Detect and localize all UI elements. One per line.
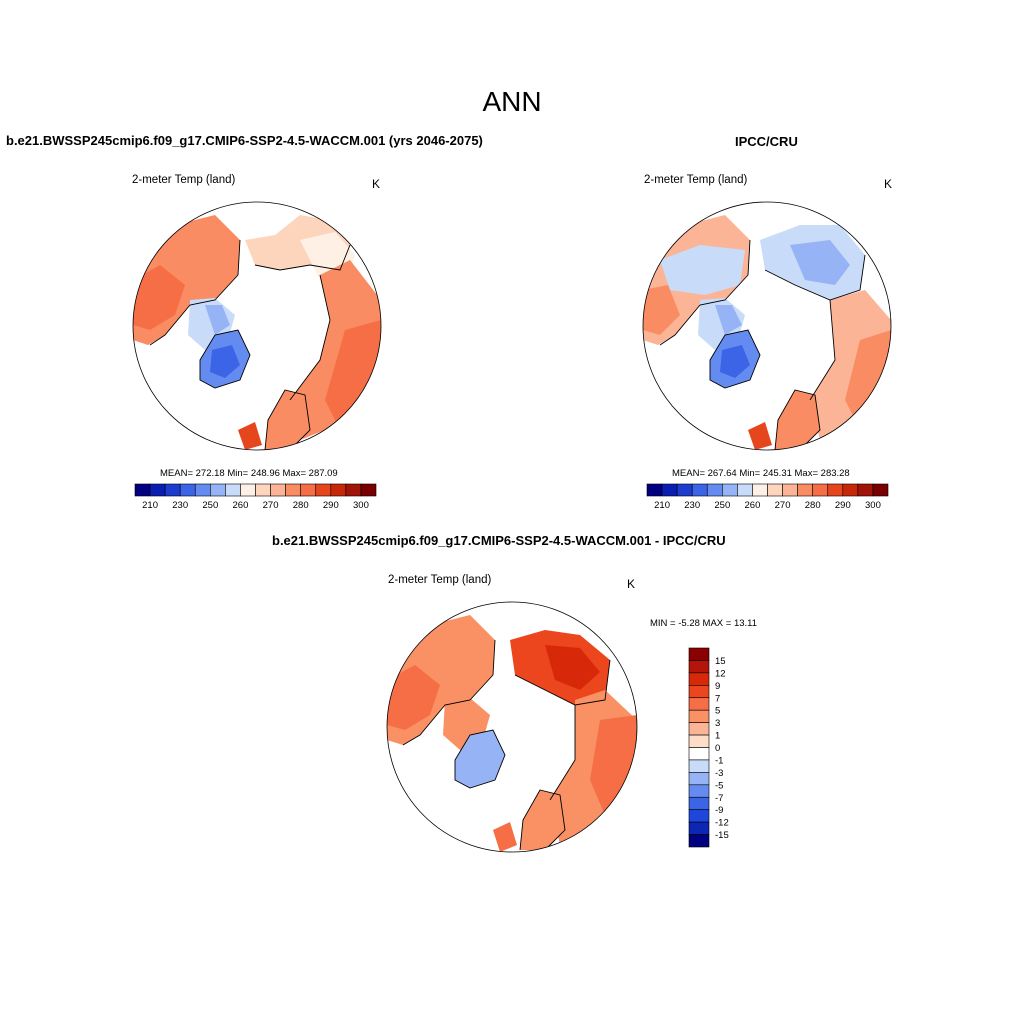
colorbar-1-swatch	[210, 483, 226, 497]
colorbar-1-tick-label: 210	[142, 500, 158, 511]
colorbar-3-tick-label: -1	[715, 755, 723, 766]
colorbar-2-swatch	[797, 483, 813, 497]
colorbar-2-tick-label: 300	[865, 500, 881, 511]
colorbar-1-swatch	[315, 483, 332, 497]
colorbar-3-swatch	[688, 647, 710, 661]
colorbar-3-swatch	[688, 809, 710, 823]
panel-2-stats: MEAN= 267.64 Min= 245.31 Max= 283.28	[672, 468, 850, 479]
colorbar-3-swatch	[688, 697, 710, 711]
colorbar-3-swatch	[688, 759, 710, 773]
colorbar-2-swatch	[661, 483, 678, 497]
colorbar-1-swatch	[360, 483, 377, 497]
colorbar-3-tick-label: -3	[715, 768, 723, 779]
colorbar-2-swatch	[842, 483, 859, 497]
colorbar-1-swatch	[330, 483, 347, 497]
colorbar-1-swatch	[270, 483, 286, 497]
panel-1-units: K	[372, 177, 381, 191]
colorbar-1-swatch	[164, 483, 181, 497]
colorbar-3-tick-label: -12	[715, 818, 729, 829]
panel-2-title: IPCC/CRU	[735, 134, 798, 149]
colorbar-3-swatch	[688, 784, 710, 798]
colorbar-2-swatch	[752, 483, 768, 497]
colorbar-3-tick-label: 15	[715, 656, 726, 667]
colorbar-1-swatch	[225, 483, 241, 497]
panel-2-variable: 2-meter Temp (land)	[644, 174, 748, 186]
colorbar-1-swatch	[194, 483, 211, 497]
colorbar-3-tick-label: -15	[715, 830, 729, 841]
colorbar-3-swatch	[688, 672, 710, 686]
panel-3-units: K	[627, 577, 636, 591]
colorbar-3-tick-label: 5	[715, 706, 720, 717]
colorbar-3-swatch	[688, 660, 710, 674]
colorbar-3-swatch	[688, 722, 710, 736]
panel-2-units: K	[884, 177, 893, 191]
figure-title: ANN	[482, 86, 542, 117]
colorbar-3-swatch	[688, 834, 710, 848]
panel-1-variable: 2-meter Temp (land)	[132, 174, 236, 186]
colorbar-2-tick-label: 230	[684, 500, 700, 511]
colorbar-3-swatch	[688, 772, 710, 786]
colorbar-2-tick-label: 250	[714, 500, 730, 511]
panel-3-variable: 2-meter Temp (land)	[388, 574, 492, 586]
colorbar-3-swatch	[688, 685, 710, 699]
colorbar-1-tick-label: 230	[172, 500, 188, 511]
colorbar-2-tick-label: 290	[835, 500, 851, 511]
colorbar-1-tick-label: 280	[293, 500, 309, 511]
colorbar-2-tick-label: 260	[745, 500, 761, 511]
colorbar-2-swatch	[676, 483, 693, 497]
map-2	[642, 201, 892, 451]
colorbar-3-swatch	[688, 821, 710, 835]
colorbar-3-tick-label: 3	[715, 718, 720, 729]
colorbar-2-swatch	[872, 483, 889, 497]
colorbar-1-swatch	[345, 483, 362, 497]
colorbar-1-swatch	[255, 483, 271, 497]
colorbar-3-swatch	[688, 709, 710, 723]
colorbar-1-swatch	[179, 483, 196, 497]
colorbar-3-tick-label: 12	[715, 668, 726, 679]
colorbar-3-tick-label: -5	[715, 780, 723, 791]
colorbar-2-swatch	[812, 483, 829, 497]
colorbar-2-tick-label: 210	[654, 500, 670, 511]
colorbar-3-tick-label: 0	[715, 743, 720, 754]
colorbar-3-swatch	[688, 747, 710, 761]
colorbar-2-swatch	[782, 483, 798, 497]
colorbar-2-swatch	[646, 483, 663, 497]
colorbar-1-tick-label: 270	[263, 500, 279, 511]
colorbar-1-swatch	[240, 483, 256, 497]
colorbar-3-swatch	[688, 796, 710, 810]
colorbar-1-tick-label: 260	[233, 500, 249, 511]
colorbar-2-swatch	[857, 483, 874, 497]
panel-3-stats: MIN = -5.28 MAX = 13.11	[650, 618, 758, 629]
colorbar-1-tick-label: 300	[353, 500, 369, 511]
colorbar-1-swatch	[134, 483, 151, 497]
colorbar-2-swatch	[722, 483, 738, 497]
colorbar-2-swatch	[827, 483, 844, 497]
panel-1-title: b.e21.BWSSP245cmip6.f09_g17.CMIP6-SSP2-4…	[6, 133, 483, 148]
colorbar-3-tick-label: 9	[715, 681, 720, 692]
colorbar-3-tick-label: -7	[715, 793, 723, 804]
colorbar-2-swatch	[691, 483, 708, 497]
colorbar-2-swatch	[767, 483, 783, 497]
panel-1-stats: MEAN= 272.18 Min= 248.96 Max= 287.09	[160, 468, 338, 479]
colorbar-2-swatch	[737, 483, 753, 497]
colorbar-2-tick-label: 270	[775, 500, 791, 511]
colorbar-2-swatch	[706, 483, 723, 497]
colorbar-1-swatch	[285, 483, 301, 497]
panel-3-title: b.e21.BWSSP245cmip6.f09_g17.CMIP6-SSP2-4…	[272, 533, 726, 548]
colorbar-3-swatch	[688, 734, 710, 748]
colorbar-1-tick-label: 250	[202, 500, 218, 511]
colorbar-3-tick-label: 7	[715, 693, 720, 704]
colorbar-3-tick-label: 1	[715, 731, 720, 742]
colorbar-1-swatch	[149, 483, 166, 497]
colorbar-1-swatch	[300, 483, 317, 497]
colorbar-3-tick-label: -9	[715, 805, 723, 816]
colorbar-2-tick-label: 280	[805, 500, 821, 511]
colorbar-1-tick-label: 290	[323, 500, 339, 511]
